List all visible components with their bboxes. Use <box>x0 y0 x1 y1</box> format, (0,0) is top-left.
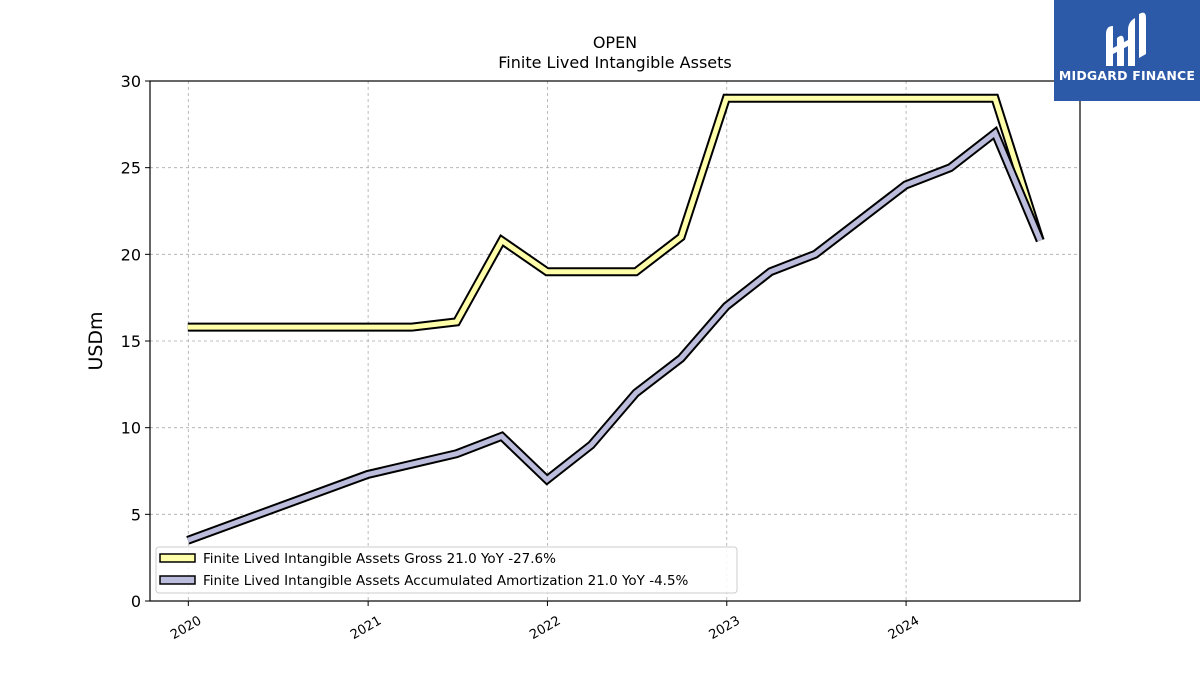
legend-swatch <box>159 575 196 585</box>
chart-title: OPEN <box>593 33 637 52</box>
legend: Finite Lived Intangible Assets Gross 21.… <box>155 546 738 594</box>
legend-label: Finite Lived Intangible Assets Accumulat… <box>203 573 689 589</box>
x-tick-label: 2021 <box>348 613 384 643</box>
midgard-finance-logo: MIDGARD FINANCE <box>1054 0 1200 101</box>
series-layer <box>186 93 1045 545</box>
y-tick-label: 5 <box>131 505 141 524</box>
logo-text: MIDGARD FINANCE <box>1058 68 1196 83</box>
midgard-logo-icon <box>1106 12 1146 66</box>
series-0-outline <box>187 93 1045 332</box>
y-tick-label: 20 <box>121 245 141 264</box>
x-tick-label: 2020 <box>168 613 204 643</box>
legend-swatch <box>159 553 196 563</box>
series-0-line <box>187 95 1043 330</box>
x-axis: 2020 2021 2022 2023 2024 <box>168 601 922 643</box>
y-tick-label: 30 <box>121 72 141 91</box>
chart-subtitle: Finite Lived Intangible Assets <box>498 53 731 72</box>
y-tick-label: 15 <box>121 332 141 351</box>
series-1-outline <box>186 125 1045 545</box>
x-tick-label: 2023 <box>707 613 743 643</box>
legend-label: Finite Lived Intangible Assets Gross 21.… <box>203 551 556 567</box>
y-tick-label: 10 <box>121 419 141 438</box>
x-tick-label: 2024 <box>886 613 922 643</box>
y-tick-label: 0 <box>131 592 141 611</box>
grid <box>150 80 1080 602</box>
legend-box <box>155 546 738 594</box>
y-tick-label: 25 <box>121 159 141 178</box>
x-tick-label: 2022 <box>527 613 563 643</box>
series-1-line <box>186 129 1043 543</box>
y-axis-label: USDm <box>85 311 107 370</box>
y-axis: 0 5 10 15 20 25 30 <box>121 72 150 611</box>
